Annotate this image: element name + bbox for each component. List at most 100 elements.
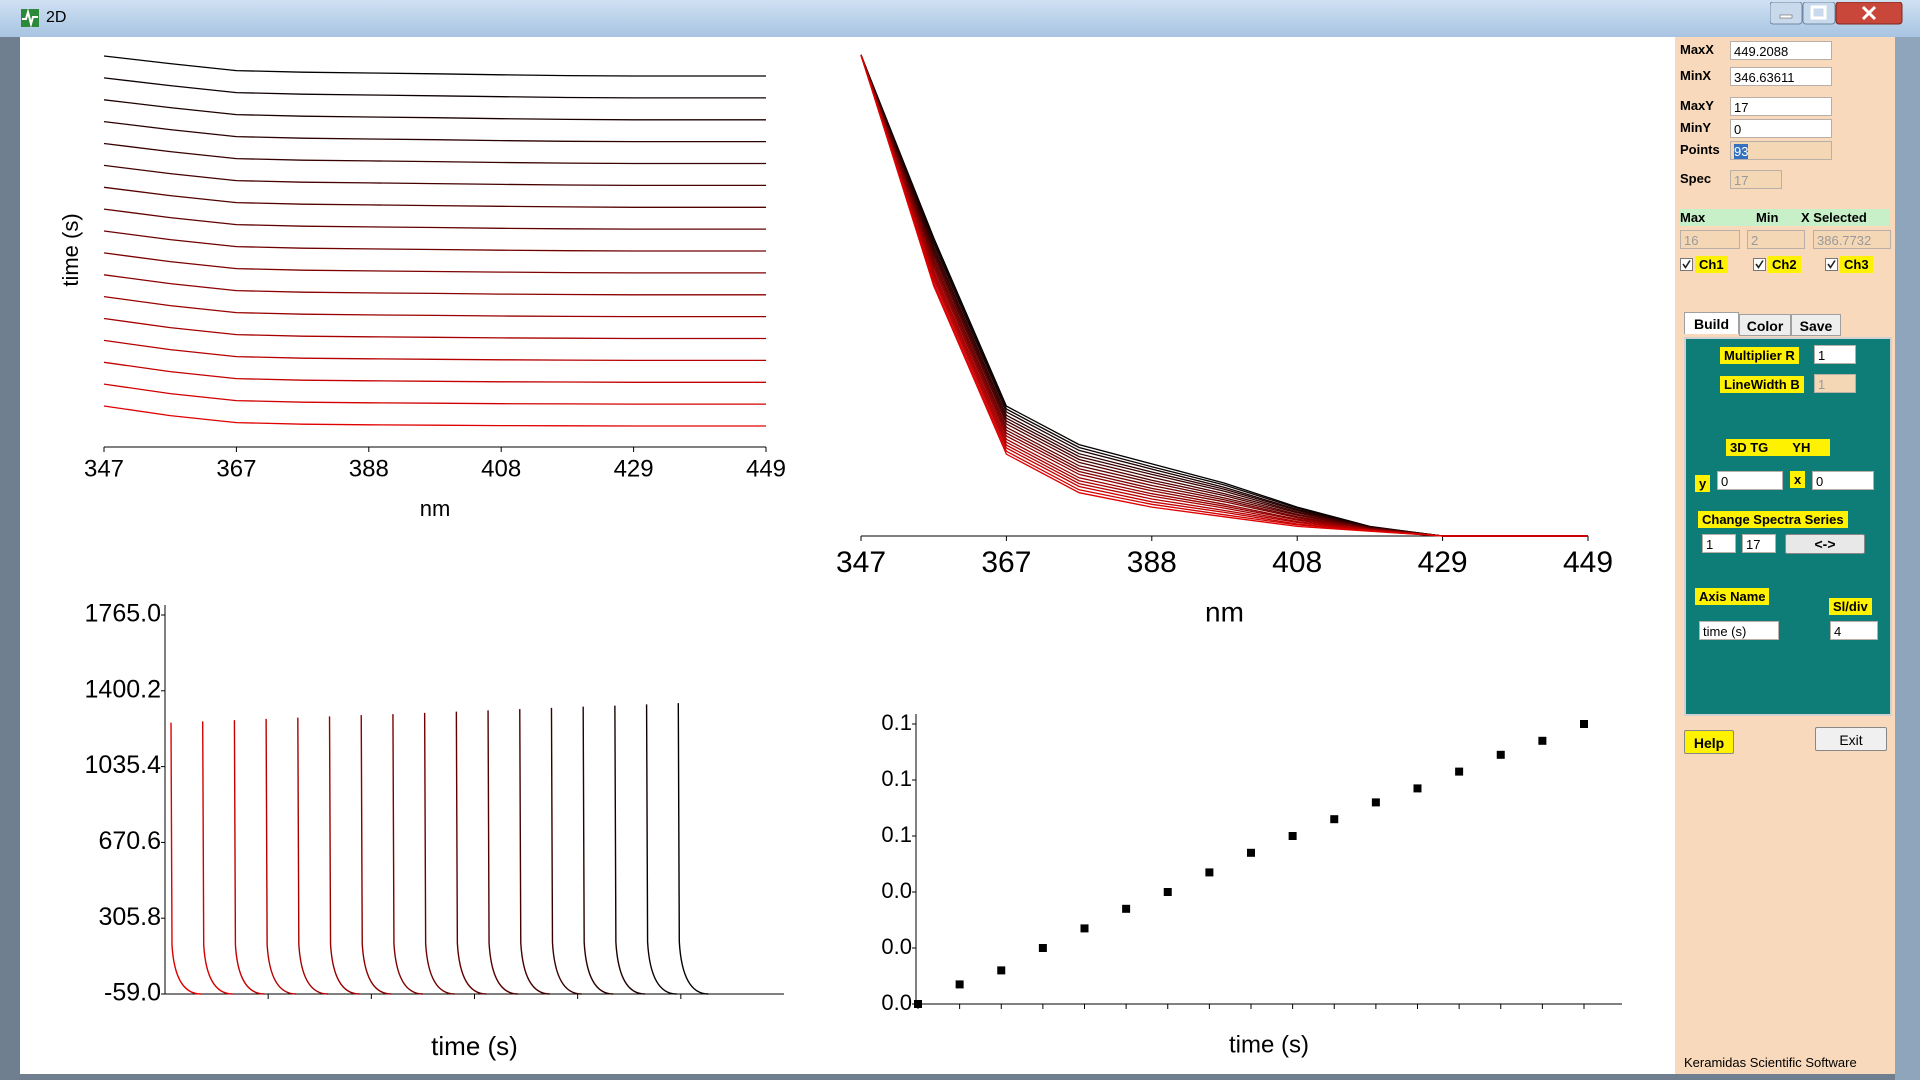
spectrum-line [860, 54, 1588, 537]
point [1580, 720, 1588, 728]
y-tick-label: 0.0 [881, 934, 912, 959]
kinetic-trace [487, 710, 519, 995]
exit-button[interactable]: Exit [1815, 727, 1887, 751]
series-to-input[interactable]: 17 [1742, 534, 1776, 553]
y-tick-label: 1765.0 [85, 600, 161, 628]
point [1538, 736, 1547, 745]
spectrum-line [860, 54, 1588, 537]
spectrum-line [860, 54, 1588, 537]
field-input[interactable]: 17 [1730, 170, 1782, 189]
field-label: MinY [1680, 120, 1712, 135]
mode-bar: 3D TG YH [1726, 439, 1830, 456]
point [1205, 868, 1214, 877]
x-tick-label: 449 [1563, 546, 1613, 579]
build-panel: Multiplier R 1 LineWidth B 1 3D TG YH y 0… [1684, 337, 1892, 716]
checkbox[interactable] [1825, 258, 1838, 271]
y-tick-label: 1400.2 [85, 675, 161, 703]
kinetic-trace [233, 720, 265, 995]
x-input[interactable]: 0 [1812, 471, 1874, 490]
y-input[interactable]: 0 [1717, 471, 1783, 490]
kinetic-trace [202, 721, 233, 995]
x-tick-label: 449 [746, 455, 786, 482]
field-input[interactable]: 449.2088 [1730, 41, 1832, 60]
window-title: 2D [46, 9, 67, 26]
point [914, 1000, 922, 1008]
kinetic-trace [297, 717, 328, 995]
spectrum-trace [103, 361, 766, 383]
spectrum-line [860, 54, 1588, 537]
close-button[interactable] [1835, 2, 1903, 25]
x-tick-label: 429 [614, 455, 654, 482]
kinetic-trace [265, 718, 297, 995]
window-controls [1770, 2, 1903, 25]
spectrum-trace [103, 120, 766, 143]
tab[interactable]: Build [1684, 312, 1739, 334]
spectrum-trace [103, 99, 766, 121]
tab[interactable]: Save [1791, 314, 1841, 336]
series-from-input[interactable]: 1 [1702, 534, 1736, 553]
header-label: Min [1756, 210, 1779, 225]
header-label: Max [1680, 210, 1706, 225]
selected-text: 93 [1734, 144, 1749, 159]
field-input[interactable]: 17 [1730, 97, 1832, 116]
spectrum-trace [103, 405, 766, 427]
checkbox[interactable] [1680, 258, 1693, 271]
y-tick-label: 0.1 [881, 822, 912, 847]
swap-button[interactable]: <-> [1785, 534, 1865, 554]
kinetic-trace [645, 704, 677, 995]
spectrum-line [860, 54, 1588, 537]
tab[interactable]: Color [1739, 314, 1791, 336]
y-tick-label: 1035.4 [85, 751, 162, 779]
y-tick-label: 0.1 [881, 710, 912, 735]
field-label: Spec [1680, 171, 1712, 186]
label: Multiplier R [1720, 347, 1799, 364]
charts: 347 367 388 408 429 449 nm time (s) 347 367 388 408… [58, 54, 1622, 1061]
field-input[interactable]: 0 [1730, 119, 1832, 138]
header-label: X Selected [1801, 210, 1867, 225]
field-label: Points [1680, 142, 1720, 157]
spectrum-trace [103, 186, 766, 208]
spectrum-line [860, 54, 1588, 537]
x-tick-label: 367 [216, 455, 256, 482]
minimize-button[interactable] [1770, 2, 1803, 25]
checkbox[interactable] [1753, 258, 1766, 271]
point [955, 980, 964, 989]
window-edge [1895, 37, 1920, 1080]
field-label: MaxY [1680, 98, 1714, 113]
axis-name-input[interactable]: time (s) [1699, 621, 1779, 640]
spectrum-trace [103, 208, 766, 230]
field-label: MinX [1680, 68, 1712, 83]
multiplier-input[interactable]: 1 [1814, 345, 1856, 364]
spectrum-line [860, 54, 1588, 537]
spectrum-trace [103, 230, 766, 252]
kinetic-trace [328, 716, 360, 995]
x-tick-label: 388 [1127, 546, 1177, 579]
spectrum-trace [103, 339, 766, 362]
point [997, 966, 1006, 975]
kinetic-trace [423, 712, 455, 995]
label: YH [1792, 440, 1811, 455]
kinetic-trace [677, 703, 709, 995]
sldiv-input[interactable]: 4 [1830, 621, 1878, 640]
point [1122, 904, 1131, 913]
x-tick-label: 408 [481, 455, 521, 482]
x-tick-label: 347 [836, 546, 886, 579]
field-input[interactable]: 93 [1730, 141, 1832, 160]
kinetic-trace [455, 711, 487, 995]
checkbox-label: Ch1 [1695, 256, 1728, 273]
min-input[interactable]: 2 [1747, 230, 1805, 249]
spectrum-trace [103, 383, 766, 405]
maximize-button[interactable] [1802, 2, 1836, 25]
max-input[interactable]: 16 [1680, 230, 1740, 249]
help-button[interactable]: Help [1684, 730, 1734, 754]
x-selected-input[interactable]: 386.7732 [1813, 230, 1891, 249]
spectrum-trace [103, 164, 766, 187]
spectrum-line [860, 54, 1588, 537]
point [1038, 944, 1047, 952]
spectrum-line [860, 54, 1588, 537]
x-axis-label: nm [1205, 596, 1244, 627]
linewidth-input[interactable]: 1 [1814, 374, 1856, 393]
field-input[interactable]: 346.63611 [1730, 67, 1832, 86]
x-tick-label: 388 [349, 455, 389, 482]
spectrum-trace [103, 77, 766, 99]
